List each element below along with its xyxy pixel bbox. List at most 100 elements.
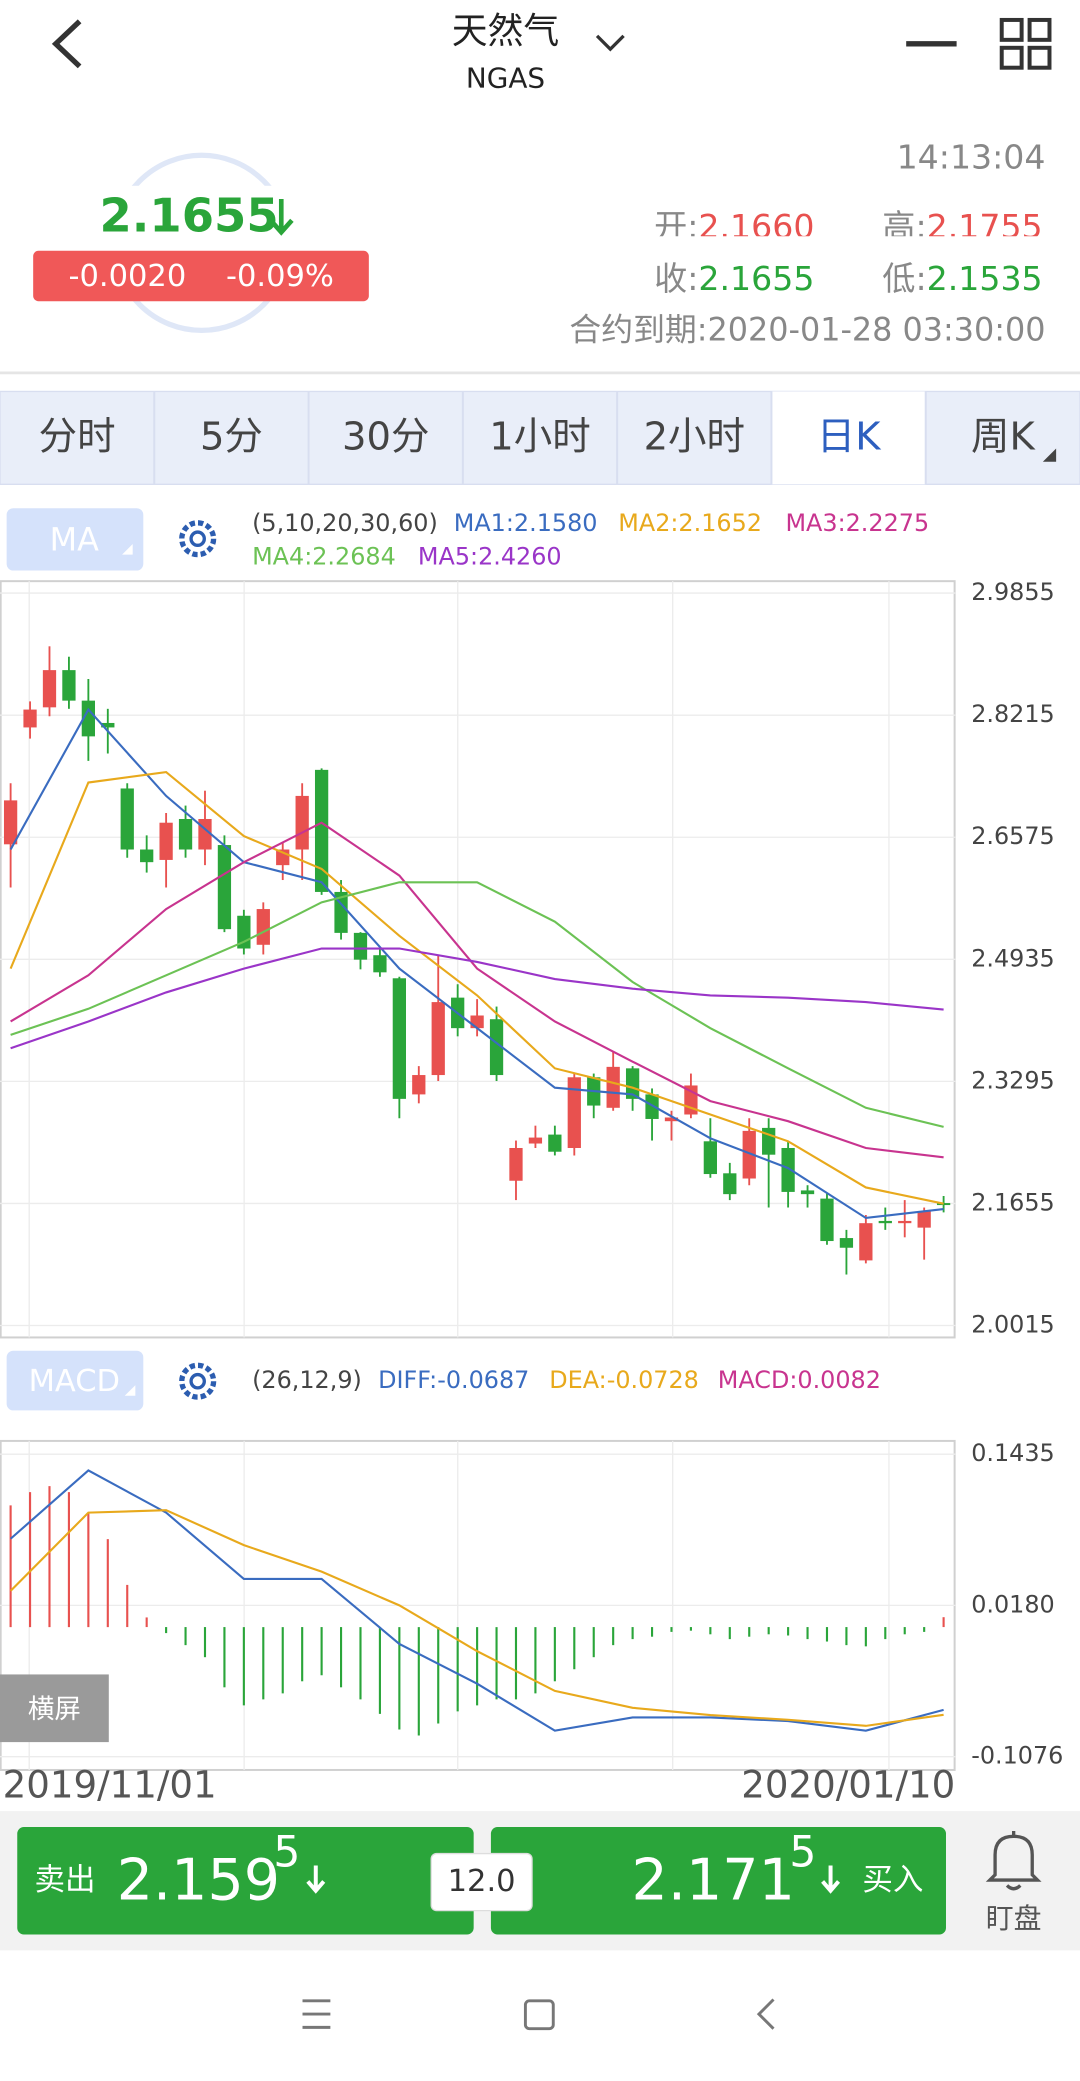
candle-body (159, 822, 173, 860)
back-button[interactable] (51, 19, 82, 69)
watch-icon[interactable] (985, 1830, 1042, 1891)
candle-body (62, 670, 76, 701)
macd-params: (26,12,9) (252, 1366, 362, 1394)
high-label: 高: (882, 207, 926, 246)
candle-body (392, 978, 406, 1099)
landscape-label: 横屏 (28, 1694, 81, 1725)
open-value: 2.1660 (698, 207, 814, 246)
candle-body (140, 849, 154, 863)
start-date: 2019/11/01 (3, 1764, 217, 1807)
indicator-line (10, 821, 944, 1159)
y-tick-label: 2.8215 (971, 700, 1055, 728)
change-pct: -0.09% (226, 259, 334, 294)
candle-body (412, 1075, 426, 1095)
change-box (33, 250, 369, 302)
ma-params: (5,10,20,30,60) (252, 509, 438, 537)
low: 低:2.1535 (882, 258, 1042, 297)
tab-active-bg (771, 391, 926, 485)
candle-body (81, 700, 95, 737)
indicator-line (9, 707, 944, 1220)
y-tick-label: 2.0015 (971, 1311, 1055, 1339)
ma-legend: MA1:2.1580 (454, 509, 598, 537)
candle-body (314, 769, 329, 892)
y-tick-label: 2.1655 (971, 1188, 1055, 1216)
candle-body (645, 1094, 659, 1119)
candle-body (762, 1127, 776, 1155)
buy-label: 买入 (862, 1863, 923, 1898)
title-dropdown[interactable] (595, 34, 625, 52)
indicator-line (9, 1509, 944, 1727)
title: 天然气 (452, 11, 559, 52)
tab[interactable]: 5分 (200, 415, 263, 460)
tab[interactable]: 1小时 (489, 415, 590, 460)
tab[interactable]: 周K (971, 415, 1036, 460)
lot-box[interactable] (430, 1852, 533, 1912)
y-tick-label: 2.3295 (971, 1066, 1055, 1094)
candle-body (256, 909, 270, 945)
macd-button-corner (124, 1385, 136, 1396)
tab[interactable]: 日K (817, 415, 882, 460)
y-tick-label: 2.4935 (971, 944, 1055, 972)
ma-legend: MA5:2.4260 (418, 542, 562, 570)
ohlc-row-partial: 开:2.1660 高:2.1755 (654, 207, 1043, 246)
change: -0.0020 (69, 259, 187, 294)
ma-legend: MA4:2.2684 (252, 542, 396, 570)
nav-back[interactable] (756, 1998, 775, 2030)
candle-body (820, 1198, 834, 1242)
close-label: 收: (654, 258, 698, 297)
tab[interactable]: 分时 (39, 415, 116, 460)
candle-body (23, 709, 37, 728)
candle-body (3, 800, 18, 845)
close: 收:2.1655 (654, 258, 814, 297)
symbol: NGAS (466, 62, 545, 95)
sell-label: 卖出 (34, 1863, 95, 1898)
candle-body (178, 818, 193, 850)
sell-button[interactable] (17, 1827, 474, 1935)
buy-pip: 5 (789, 1828, 816, 1877)
candle-body (528, 1137, 543, 1144)
last-price: 2.1655 (100, 188, 279, 242)
period-tabs: 分时 5分 30分 1小时 2小时 日K 周K (0, 390, 1080, 485)
y-tick-label: -0.1076 (971, 1742, 1063, 1770)
buy-price: 2.171 (632, 1848, 795, 1914)
candle-body (859, 1223, 873, 1261)
macd-settings[interactable] (179, 1362, 217, 1400)
expiry: 合约到期:2020-01-28 03:30:00 (569, 311, 1045, 349)
candle-body (839, 1238, 854, 1248)
buy-button[interactable] (490, 1827, 946, 1935)
ma-settings[interactable] (179, 520, 217, 558)
candle-body (334, 891, 348, 933)
candle-body (723, 1173, 737, 1195)
lot-size: 12.0 (448, 1864, 516, 1899)
candle-body (353, 932, 368, 960)
ma-button[interactable] (6, 508, 144, 571)
macd-legend: MACD:0.0082 (718, 1366, 881, 1394)
candle-body (567, 1077, 581, 1148)
macd-button[interactable] (6, 1350, 144, 1411)
nav-home[interactable] (523, 1999, 555, 2031)
candle-body (295, 795, 309, 850)
y-tick-label: 0.1435 (971, 1439, 1055, 1467)
low-label: 低: (882, 258, 926, 297)
high: 高:2.1755 (882, 207, 1042, 246)
landscape-button[interactable] (0, 1674, 109, 1743)
ma-button-corner (122, 544, 133, 555)
layout-button[interactable] (999, 17, 1052, 70)
indicator-line (10, 947, 944, 1050)
candle-body (120, 788, 134, 850)
candle-body (606, 1066, 620, 1108)
charts: 2.9855 2.8215 2.6575 2.4935 2.3295 2.1655 2.00… (0, 509, 1063, 1771)
watch-label: 盯盘 (986, 1902, 1042, 1935)
tab[interactable]: 2小时 (644, 415, 745, 460)
candle-body (898, 1220, 912, 1224)
nav-menu[interactable] (302, 1999, 331, 2029)
low-value: 2.1535 (927, 258, 1043, 297)
candle-body (781, 1147, 795, 1192)
sell-arrow (306, 1865, 326, 1894)
tab[interactable]: 30分 (342, 415, 429, 460)
candle-body (101, 722, 115, 728)
close-value: 2.1655 (698, 258, 814, 297)
candle-body (703, 1141, 717, 1175)
down-arrow (268, 199, 294, 236)
